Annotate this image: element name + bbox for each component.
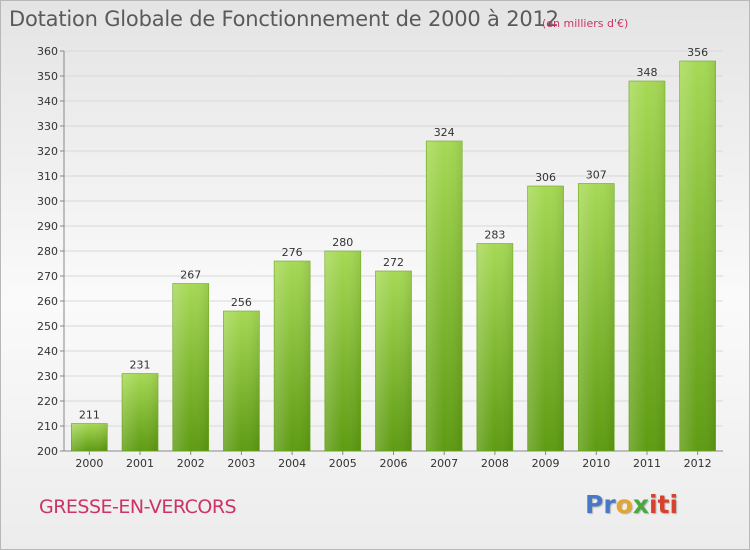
ytick-label-300: 300 xyxy=(37,195,58,208)
bars xyxy=(71,60,716,452)
ytick-label-290: 290 xyxy=(37,220,58,233)
xtick-label-2001: 2001 xyxy=(126,457,154,470)
ytick-label-200: 200 xyxy=(37,445,58,458)
xtick-label-2000: 2000 xyxy=(75,457,103,470)
value-label-2005: 280 xyxy=(332,236,353,249)
value-label-2009: 306 xyxy=(535,171,556,184)
ytick-label-340: 340 xyxy=(37,95,58,108)
ytick-label-260: 260 xyxy=(37,295,58,308)
bar-gloss-2003 xyxy=(223,311,259,451)
value-label-2012: 356 xyxy=(687,46,708,59)
chart-title: Dotation Globale de Fonctionnement de 20… xyxy=(9,7,559,31)
value-label-2011: 348 xyxy=(636,66,657,79)
chart-subtitle: (en milliers d'€) xyxy=(542,17,629,30)
ytick-label-220: 220 xyxy=(37,395,58,408)
xtick-label-2012: 2012 xyxy=(684,457,712,470)
bar-gloss-2011 xyxy=(629,81,665,451)
logo-part-3: x xyxy=(632,490,649,519)
logo-part-2: o xyxy=(615,490,633,519)
town-name: GRESSE-EN-VERCORS xyxy=(39,496,237,518)
ytick-label-280: 280 xyxy=(37,245,58,258)
ytick-label-310: 310 xyxy=(37,170,58,183)
value-label-2008: 283 xyxy=(484,229,505,242)
ytick-label-330: 330 xyxy=(37,120,58,133)
xtick-label-2003: 2003 xyxy=(227,457,255,470)
ytick-label-350: 350 xyxy=(37,70,58,83)
xtick-label-2002: 2002 xyxy=(177,457,205,470)
ytick-label-210: 210 xyxy=(37,420,58,433)
value-label-2002: 267 xyxy=(180,269,201,282)
ytick-label-360: 360 xyxy=(37,45,58,58)
data-labels: 211 231 267 256 276 280 272 324 283 306 307 348 356 xyxy=(79,46,708,422)
ytick-label-230: 230 xyxy=(37,370,58,383)
bar-gloss-2004 xyxy=(274,261,310,451)
value-label-2000: 211 xyxy=(79,409,100,422)
logo-part-4: iti xyxy=(648,490,679,519)
ytick-label-240: 240 xyxy=(37,345,58,358)
bar-gloss-2009 xyxy=(528,186,564,451)
logo-part-1: Pr xyxy=(585,490,616,519)
bar-chart: 200 210 220 230 240 250 260 270 280 290 300 310 320 3… xyxy=(37,45,723,470)
xtick-label-2008: 2008 xyxy=(481,457,509,470)
value-label-2006: 272 xyxy=(383,256,404,269)
value-label-2007: 324 xyxy=(434,126,455,139)
xtick-label-2010: 2010 xyxy=(582,457,610,470)
bar-gloss-2001 xyxy=(122,374,158,451)
bar-gloss-2000 xyxy=(71,424,107,451)
ytick-label-250: 250 xyxy=(37,320,58,333)
xtick-label-2005: 2005 xyxy=(329,457,357,470)
value-label-2003: 256 xyxy=(231,296,252,309)
bar-gloss-2006 xyxy=(376,271,411,451)
bar-gloss-2010 xyxy=(578,184,614,451)
ytick-label-320: 320 xyxy=(37,145,58,158)
proxiti-logo[interactable]: Proxiti xyxy=(585,490,678,519)
bar-gloss-2005 xyxy=(325,251,361,451)
ytick-label-270: 270 xyxy=(37,270,58,283)
bar-gloss-2002 xyxy=(173,284,209,451)
xtick-label-2007: 2007 xyxy=(430,457,458,470)
value-label-2010: 307 xyxy=(586,169,607,182)
xtick-label-2006: 2006 xyxy=(380,457,408,470)
value-label-2004: 276 xyxy=(282,246,303,259)
xtick-label-2011: 2011 xyxy=(633,457,661,470)
xtick-label-2004: 2004 xyxy=(278,457,306,470)
xtick-label-2009: 2009 xyxy=(532,457,560,470)
bar-gloss-2012 xyxy=(680,61,716,451)
value-label-2001: 231 xyxy=(130,359,151,372)
bar-gloss-2008 xyxy=(477,244,513,451)
bar-gloss-2007 xyxy=(426,141,462,451)
